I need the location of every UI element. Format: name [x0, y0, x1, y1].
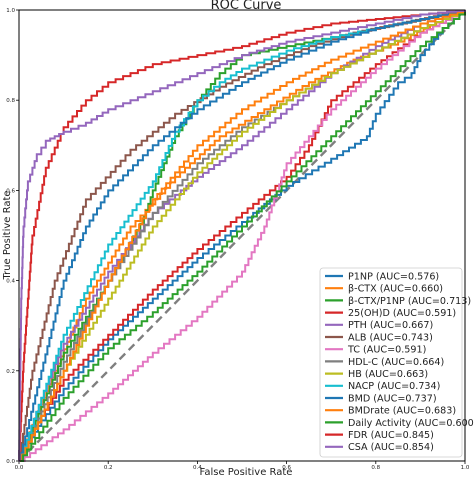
y-tick-label: 0.8	[6, 98, 15, 104]
chance-line	[18, 9, 466, 462]
y-axis-label: True Positive Rate	[2, 190, 13, 280]
legend-entry: HB (AUC=0.663)	[348, 369, 428, 380]
chart-title: ROC Curve	[211, 0, 282, 13]
x-tick-label: 0.4	[193, 465, 202, 471]
roc-series-line	[19, 10, 466, 462]
legend-entry: β-CTX/P1NP (AUC=0.713)	[348, 296, 471, 307]
roc-series-line	[19, 10, 466, 462]
roc-series-line	[18, 9, 466, 462]
x-tick-label: 0.6	[282, 465, 291, 471]
roc-series-line	[19, 10, 466, 462]
roc-series-line	[18, 9, 466, 462]
x-tick-label: 1.0	[461, 465, 470, 471]
roc-series-line	[19, 10, 466, 462]
x-tick-label: 0.2	[104, 465, 113, 471]
legend-entry: Daily Activity (AUC=0.600)	[348, 418, 474, 429]
y-tick-label: 0.2	[6, 369, 15, 375]
x-axis-label: False Positive Rate	[200, 467, 293, 477]
plot-area	[18, 9, 466, 462]
legend-entry: BMD (AUC=0.737)	[348, 393, 437, 404]
y-tick-label: 0.6	[6, 188, 15, 194]
legend-entry: TC (AUC=0.591)	[347, 345, 426, 356]
legend-entry: NACP (AUC=0.734)	[348, 381, 440, 392]
legend-entry: PTH (AUC=0.667)	[348, 320, 433, 331]
x-tick-label: 0.0	[15, 465, 24, 471]
legend-entry: CSA (AUC=0.854)	[348, 442, 434, 453]
roc-series-line	[19, 10, 466, 462]
roc-series-line	[19, 10, 466, 462]
axes-frame	[18, 9, 466, 462]
legend-entry: 25(OH)D (AUC=0.591)	[348, 308, 456, 319]
roc-series-line	[19, 10, 466, 462]
roc-series-line	[19, 10, 466, 462]
axis-ticks: 0.0 0.2 0.4 0.6 0.8 1.0 0.0 0.2 0.4 0.6 0.8 1.0	[6, 8, 470, 471]
legend-entry: ALB (AUC=0.743)	[348, 332, 433, 343]
y-tick-label: 0.4	[6, 279, 15, 285]
y-tick-label: 1.0	[6, 8, 15, 14]
legend-entry: BMDrate (AUC=0.683)	[348, 406, 456, 417]
roc-series-line	[19, 10, 466, 462]
legend-entry: FDR (AUC=0.845)	[348, 430, 434, 441]
legend-entry: β-CTX (AUC=0.660)	[348, 284, 443, 295]
legend-entry: HDL-C (AUC=0.664)	[348, 357, 444, 368]
x-tick-label: 0.8	[371, 465, 380, 471]
legend: P1NP (AUC=0.576) β-CTX (AUC=0.660)β-CTX/P…	[319, 267, 474, 458]
legend-box	[319, 267, 463, 458]
legend-entry: P1NP (AUC=0.576)	[348, 271, 439, 282]
y-tick-label: 0.0	[6, 459, 15, 465]
